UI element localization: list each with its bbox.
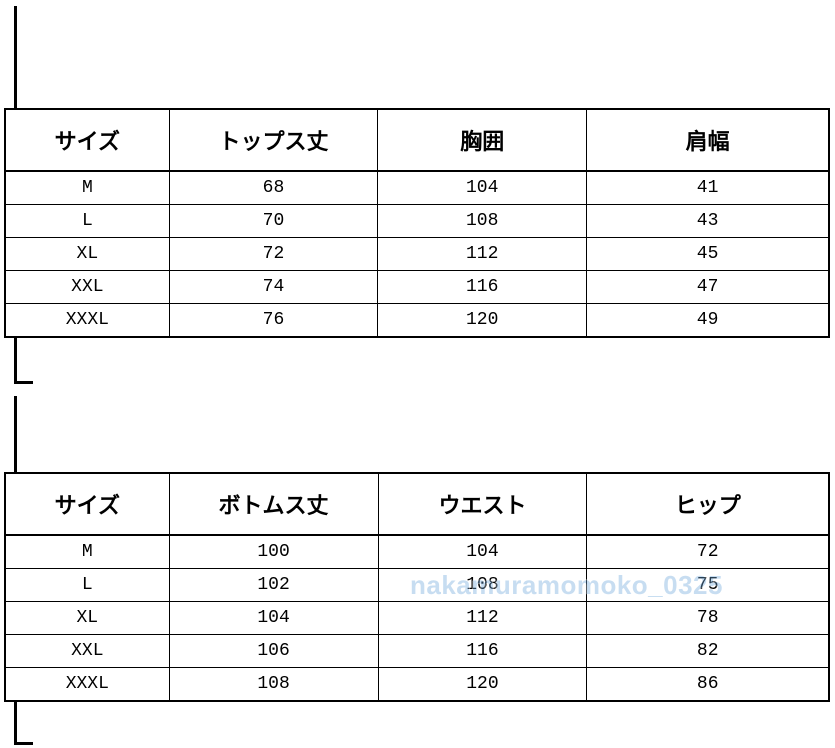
cell-value: 108 (378, 569, 587, 602)
table-row: L 70 108 43 (5, 205, 829, 238)
table-row: M 100 104 72 (5, 535, 829, 569)
cell-value: 102 (169, 569, 378, 602)
cell-value: 75 (587, 569, 829, 602)
cell-value: 72 (587, 535, 829, 569)
table-row: XXL 106 116 82 (5, 635, 829, 668)
cell-value: 108 (169, 668, 378, 702)
cell-value: 104 (378, 535, 587, 569)
col-header-chest: 胸囲 (378, 109, 587, 171)
cell-value: 108 (378, 205, 587, 238)
cell-size: L (5, 569, 169, 602)
cell-size: XXXL (5, 304, 169, 338)
cell-value: 74 (169, 271, 378, 304)
cell-value: 82 (587, 635, 829, 668)
cell-value: 70 (169, 205, 378, 238)
cell-size: M (5, 171, 169, 205)
cell-value: 86 (587, 668, 829, 702)
cell-size: XL (5, 602, 169, 635)
cell-value: 104 (378, 171, 587, 205)
table-row: XL 104 112 78 (5, 602, 829, 635)
col-header-size: サイズ (5, 473, 169, 535)
cell-value: 100 (169, 535, 378, 569)
table-row: XXXL 76 120 49 (5, 304, 829, 338)
cell-size: XXL (5, 635, 169, 668)
cell-size: XXXL (5, 668, 169, 702)
cell-size: XXL (5, 271, 169, 304)
col-header-tops-length: トップス丈 (169, 109, 378, 171)
cell-value: 76 (169, 304, 378, 338)
cell-value: 78 (587, 602, 829, 635)
cell-value: 45 (587, 238, 829, 271)
col-header-shoulder: 肩幅 (587, 109, 829, 171)
table-row: XL 72 112 45 (5, 238, 829, 271)
cell-value: 120 (378, 668, 587, 702)
col-header-bottoms-length: ボトムス丈 (169, 473, 378, 535)
size-table-bottoms: サイズ ボトムス丈 ウエスト ヒップ M 100 104 72 L 102 10… (4, 472, 830, 702)
cell-value: 41 (587, 171, 829, 205)
cell-value: 116 (378, 635, 587, 668)
table-row: M 68 104 41 (5, 171, 829, 205)
cell-value: 47 (587, 271, 829, 304)
table-row: L 102 108 75 (5, 569, 829, 602)
table-header-row: サイズ ボトムス丈 ウエスト ヒップ (5, 473, 829, 535)
table-row: XXL 74 116 47 (5, 271, 829, 304)
cell-value: 112 (378, 238, 587, 271)
cell-value: 72 (169, 238, 378, 271)
table-row: XXXL 108 120 86 (5, 668, 829, 702)
col-header-waist: ウエスト (378, 473, 587, 535)
cell-value: 49 (587, 304, 829, 338)
cell-value: 43 (587, 205, 829, 238)
cell-size: L (5, 205, 169, 238)
cell-value: 104 (169, 602, 378, 635)
cell-value: 106 (169, 635, 378, 668)
cell-value: 112 (378, 602, 587, 635)
cell-value: 116 (378, 271, 587, 304)
col-header-hip: ヒップ (587, 473, 829, 535)
table-header-row: サイズ トップス丈 胸囲 肩幅 (5, 109, 829, 171)
col-header-size: サイズ (5, 109, 169, 171)
cell-value: 68 (169, 171, 378, 205)
cell-size: XL (5, 238, 169, 271)
size-table-tops: サイズ トップス丈 胸囲 肩幅 M 68 104 41 L 70 108 43 … (4, 108, 830, 338)
cell-size: M (5, 535, 169, 569)
cell-value: 120 (378, 304, 587, 338)
